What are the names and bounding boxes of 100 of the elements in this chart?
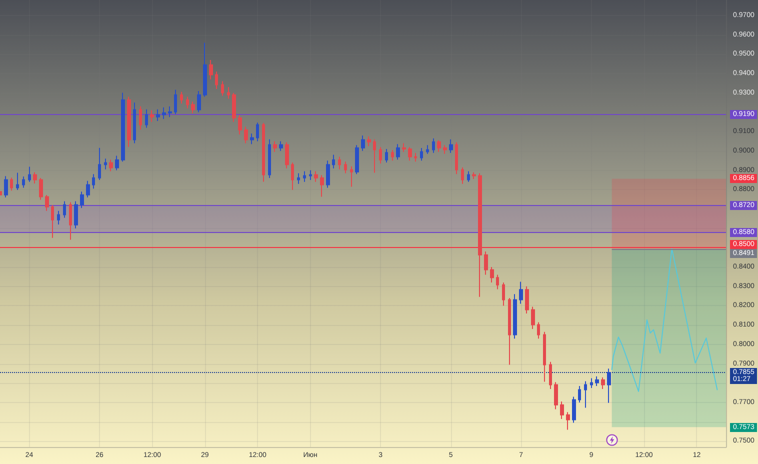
candlestick — [601, 376, 605, 390]
candlestick — [513, 294, 517, 340]
candlestick — [156, 108, 160, 122]
candlestick — [402, 142, 406, 152]
candlestick — [502, 282, 505, 306]
candlestick — [279, 140, 283, 152]
candlestick — [461, 166, 464, 184]
candlestick — [426, 144, 429, 154]
candlestick — [51, 204, 54, 238]
candlestick — [437, 140, 441, 152]
candlestick — [133, 102, 136, 144]
candlestick — [408, 146, 412, 162]
candlestick — [74, 200, 78, 229]
candlestick — [80, 191, 84, 209]
candlestick — [367, 136, 371, 147]
candlestick — [379, 146, 382, 164]
candlestick — [554, 382, 558, 410]
candlestick — [115, 155, 119, 171]
candlestick — [92, 174, 95, 190]
candlestick — [22, 176, 25, 188]
candlestick — [332, 154, 335, 169]
candlestick — [519, 281, 523, 304]
candlestick — [203, 42, 207, 98]
candlestick — [162, 106, 166, 120]
candlestick — [232, 92, 236, 122]
candlestick — [63, 200, 66, 218]
candlestick — [221, 80, 224, 96]
candlestick — [174, 89, 177, 115]
candlestick — [98, 147, 101, 180]
candlestick — [373, 138, 376, 174]
candlestick — [549, 361, 552, 390]
candlestick — [39, 178, 43, 200]
candlestick — [121, 92, 125, 162]
candlestick — [127, 96, 131, 148]
candlestick — [578, 386, 581, 403]
candlestick — [86, 180, 90, 198]
candlestick — [432, 138, 435, 154]
candlestick — [69, 202, 72, 240]
candlestick — [355, 144, 359, 175]
candlestick — [531, 306, 535, 330]
candlestick — [139, 106, 142, 130]
candlestick — [273, 140, 277, 152]
candlestick — [344, 161, 347, 174]
candlestick — [109, 159, 113, 172]
candlestick — [33, 172, 37, 184]
candlestick — [478, 172, 482, 298]
candlestick — [256, 122, 259, 142]
candlestick — [537, 322, 540, 340]
candlestick — [291, 162, 294, 190]
candlestick — [525, 286, 529, 314]
candlestick — [590, 378, 593, 388]
candlestick — [350, 166, 353, 188]
candlestick — [572, 396, 576, 424]
candlestick — [28, 166, 31, 182]
candlestick — [16, 172, 19, 191]
candlestick — [543, 331, 546, 382]
candlestick — [385, 148, 388, 164]
candlestick — [227, 86, 230, 100]
candlestick — [396, 144, 400, 160]
candlestick — [303, 170, 306, 182]
candlestick — [361, 134, 365, 152]
candlestick — [268, 138, 271, 179]
candlestick — [57, 210, 60, 225]
candlestick — [584, 380, 587, 408]
candlestick — [186, 96, 189, 109]
candlestick — [285, 142, 289, 169]
candlestick — [197, 90, 201, 113]
candlestick — [414, 152, 417, 162]
candlestick — [320, 174, 324, 198]
candlestick — [191, 101, 195, 114]
candlestick — [104, 158, 107, 170]
candlestick — [496, 274, 499, 290]
candlestick — [443, 144, 447, 154]
candlestick — [150, 110, 154, 122]
candlestick — [250, 133, 254, 145]
candlestick — [4, 176, 8, 198]
candlestick — [490, 266, 494, 284]
candlestick — [145, 108, 148, 128]
candlestick — [467, 170, 470, 182]
candlestick — [338, 156, 341, 170]
candlestick — [326, 160, 330, 188]
candlestick — [180, 91, 183, 104]
candlestick — [472, 172, 476, 180]
candlestick — [391, 149, 394, 162]
candlestick — [566, 412, 570, 430]
candlestick — [209, 59, 213, 80]
candlestick — [262, 122, 265, 182]
candlestick — [449, 138, 453, 154]
candlestick — [215, 71, 218, 90]
candlestick — [484, 251, 488, 276]
candlestick — [508, 298, 511, 366]
candlestick — [607, 368, 611, 404]
candlestick — [238, 114, 242, 135]
candlestick — [595, 376, 599, 387]
candlestick — [297, 172, 300, 184]
candlestick — [244, 126, 248, 144]
candlestick — [314, 170, 318, 182]
candlestick — [168, 106, 172, 118]
candlestick — [309, 170, 312, 180]
candlestick — [10, 177, 13, 192]
